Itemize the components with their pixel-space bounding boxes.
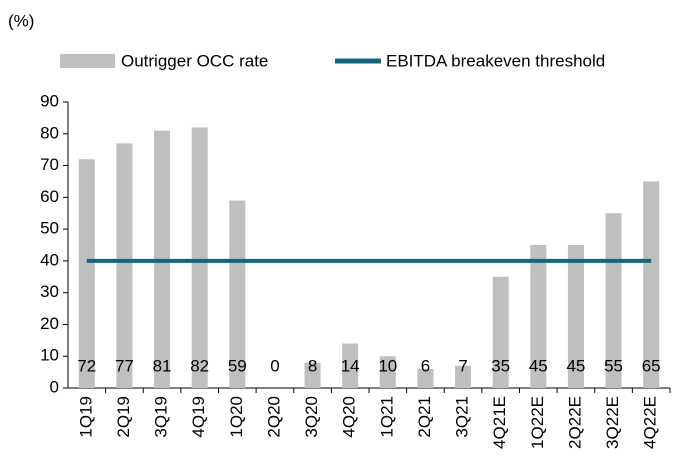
y-tick-label: 20 [40,314,59,333]
x-tick-label: 1Q21 [377,396,396,438]
x-tick-label: 1Q19 [76,396,95,438]
data-label: 7 [458,356,467,375]
bar [605,213,622,388]
x-tick-label: 3Q22E [603,396,622,449]
x-tick-label: 2Q20 [264,396,283,438]
y-tick-label: 30 [40,282,59,301]
y-tick-label: 70 [40,155,59,174]
y-tick-label: 0 [50,377,59,396]
x-tick-label: 4Q22E [641,396,660,449]
bar [191,127,208,388]
x-tick-label: 2Q21 [415,396,434,438]
x-tick-label: 4Q20 [340,396,359,438]
bar [643,181,660,388]
bar [530,245,547,388]
data-label: 14 [341,356,360,375]
data-label: 82 [190,356,209,375]
bar [304,362,321,388]
legend-label: EBITDA breakeven threshold [386,51,605,70]
data-label: 8 [308,356,317,375]
bar [492,276,509,388]
data-label: 55 [604,356,623,375]
bar [567,245,584,388]
x-tick-label: 3Q19 [152,396,171,438]
bar [78,159,95,388]
data-label: 77 [115,356,134,375]
data-label: 10 [378,356,397,375]
data-label: 65 [642,356,661,375]
y-tick-label: 80 [40,123,59,142]
data-label: 45 [566,356,585,375]
data-label: 0 [270,356,279,375]
x-tick-label: 4Q21E [490,396,509,449]
data-label: 6 [421,356,430,375]
x-tick-label: 2Q19 [114,396,133,438]
bar [342,343,359,388]
y-tick-label: 50 [40,219,59,238]
data-label: 35 [491,356,510,375]
bar [379,356,396,388]
data-label: 59 [228,356,247,375]
x-tick-label: 2Q22E [565,396,584,449]
y-tick-label: 90 [40,91,59,110]
y-axis-label: (%) [8,11,34,30]
x-tick-label: 3Q20 [302,396,321,438]
bar [417,368,434,388]
bar [116,143,133,388]
bar [455,365,472,388]
y-tick-label: 40 [40,250,59,269]
x-tick-label: 4Q19 [189,396,208,438]
data-label: 45 [529,356,548,375]
legend-swatch [60,54,115,68]
data-label: 81 [153,356,172,375]
bar [229,200,246,388]
x-tick-label: 3Q21 [453,396,472,438]
legend-label: Outrigger OCC rate [121,51,268,70]
x-tick-label: 1Q22E [528,396,547,449]
x-tick-label: 1Q20 [227,396,246,438]
data-label: 72 [77,356,96,375]
y-tick-label: 10 [40,346,59,365]
y-tick-label: 60 [40,187,59,206]
